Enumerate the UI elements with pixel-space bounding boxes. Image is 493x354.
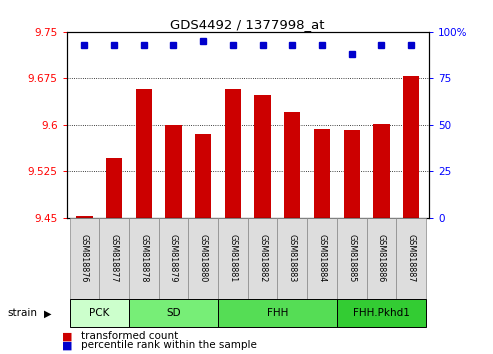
Bar [129,299,218,327]
Bar [136,90,152,218]
Bar [218,299,337,327]
Bar [254,95,271,218]
Text: strain: strain [7,308,37,318]
Bar [106,158,122,218]
Text: GSM818883: GSM818883 [288,234,297,282]
Text: GSM818884: GSM818884 [317,234,326,282]
Text: GSM818885: GSM818885 [347,234,356,282]
Text: ▶: ▶ [44,308,52,318]
Text: transformed count: transformed count [81,331,178,341]
Bar [337,218,366,299]
Text: GSM818880: GSM818880 [199,234,208,282]
Bar [284,112,300,218]
Title: GDS4492 / 1377998_at: GDS4492 / 1377998_at [171,18,325,31]
Text: GSM818881: GSM818881 [228,234,238,282]
Bar [366,218,396,299]
Bar [307,218,337,299]
Bar [70,299,129,327]
Bar [70,218,99,299]
Text: GSM818879: GSM818879 [169,234,178,283]
Text: GSM818882: GSM818882 [258,234,267,282]
Bar [159,218,188,299]
Bar [195,134,211,218]
Bar [188,218,218,299]
Bar [344,130,360,218]
Bar [218,218,248,299]
Text: FHH: FHH [267,308,288,318]
Text: FHH.Pkhd1: FHH.Pkhd1 [353,308,410,318]
Text: GSM818878: GSM818878 [140,234,148,282]
Text: SD: SD [166,308,181,318]
Bar [76,216,93,218]
Bar [129,218,159,299]
Text: ■: ■ [62,340,72,350]
Bar [278,218,307,299]
Text: GSM818876: GSM818876 [80,234,89,282]
Text: ■: ■ [62,331,72,341]
Text: GSM818887: GSM818887 [407,234,416,282]
Bar [165,125,181,218]
Bar [225,90,241,218]
Bar [99,218,129,299]
Text: GSM818877: GSM818877 [109,234,119,283]
Bar [396,218,426,299]
Bar [314,129,330,218]
Bar [337,299,426,327]
Text: percentile rank within the sample: percentile rank within the sample [81,340,257,350]
Text: GSM818886: GSM818886 [377,234,386,282]
Text: PCK: PCK [89,308,109,318]
Bar [248,218,278,299]
Bar [403,76,419,218]
Bar [373,124,389,218]
